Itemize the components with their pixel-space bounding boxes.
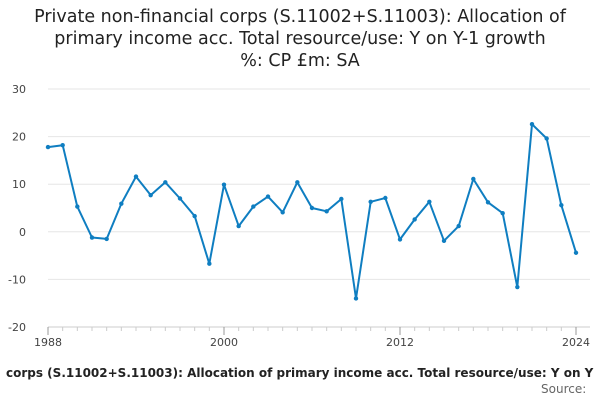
data-point: [60, 142, 65, 148]
data-point: [500, 211, 505, 216]
x-tick-label: 2000: [210, 336, 238, 349]
data-point: [441, 238, 447, 244]
data-point: [45, 144, 51, 150]
x-tick-label: 2012: [386, 336, 414, 349]
data-point: [412, 217, 417, 222]
data-point: [265, 194, 271, 199]
data-point: [75, 204, 80, 209]
data-point: [368, 199, 373, 205]
data-point: [456, 223, 461, 229]
data-point: [529, 122, 535, 127]
chart-title: Private non-financial corps (S.11002+S.1…: [0, 6, 600, 72]
data-point: [515, 284, 520, 290]
source-label: Source:: [541, 382, 587, 396]
y-tick-label: -20: [8, 321, 26, 334]
data-point: [427, 199, 432, 205]
data-point: [221, 182, 227, 187]
data-point: [544, 136, 549, 141]
data-point: [163, 180, 168, 185]
series-line: [47, 123, 577, 300]
data-point: [485, 200, 491, 205]
data-point: [295, 180, 300, 185]
data-point: [309, 205, 315, 211]
data-point: [192, 213, 197, 219]
data-point: [251, 204, 256, 209]
y-tick-label: 30: [12, 83, 26, 96]
data-point: [383, 195, 388, 201]
data-point: [104, 236, 109, 242]
data-point: [177, 196, 183, 201]
x-tick-label: 1988: [34, 336, 62, 349]
data-point: [89, 235, 95, 240]
y-tick-label: 10: [12, 178, 26, 191]
data-point: [280, 210, 285, 215]
chart-title-line-1: Private non-financial corps (S.11002+S.1…: [34, 7, 566, 27]
y-tick-label: 20: [12, 131, 26, 144]
chart-title-line-2: primary income acc. Total resource/use: …: [54, 29, 546, 49]
data-point: [133, 174, 139, 179]
data-point: [353, 296, 359, 301]
data-point: [119, 201, 124, 206]
data-point: [339, 196, 344, 202]
data-point: [397, 237, 403, 242]
x-tick-label: 2024: [562, 336, 590, 349]
axes: [47, 326, 590, 335]
data-point: [471, 176, 476, 182]
legend-text: corps (S.11002+S.11003): Allocation of p…: [6, 366, 594, 380]
data-point: [559, 202, 564, 208]
tick-labels: 30 20 10 0 -10 -20 1988 2000 2012 2024: [8, 83, 590, 349]
chart-title-line-3: %: CP £m: SA: [240, 51, 360, 71]
series-line-group: [45, 122, 579, 301]
data-point: [236, 223, 241, 229]
y-tick-label: -10: [8, 273, 26, 286]
y-tick-label: 0: [19, 226, 26, 239]
data-point: [148, 192, 153, 198]
grid-lines: [48, 88, 590, 328]
data-point: [324, 209, 329, 214]
data-point: [573, 250, 579, 255]
data-point: [207, 261, 212, 266]
